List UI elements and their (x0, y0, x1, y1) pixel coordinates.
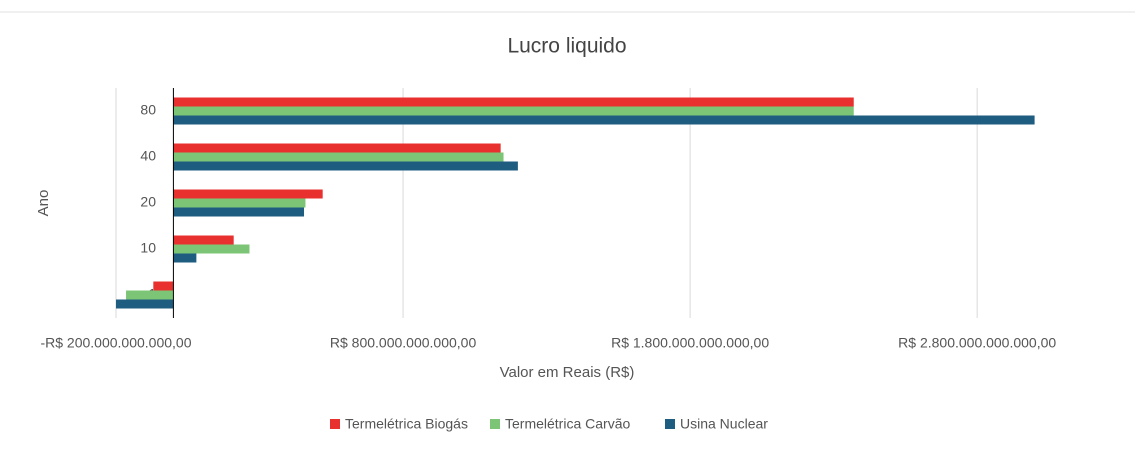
legend-swatch (330, 419, 340, 429)
y-tick-label: 80 (140, 102, 156, 118)
y-tick-label: 10 (140, 240, 156, 256)
bar (173, 97, 854, 107)
bar (173, 253, 197, 263)
x-axis-label: Valor em Reais (R$) (500, 364, 635, 381)
y-tick-label: 20 (140, 194, 156, 210)
bar (173, 244, 250, 254)
legend-label: Termelétrica Carvão (505, 416, 630, 432)
bar (173, 152, 504, 162)
bar (116, 299, 174, 309)
bar (173, 115, 1035, 125)
y-axis-label: Ano (35, 190, 52, 217)
bar (153, 281, 174, 291)
bar (173, 207, 305, 217)
x-tick-label: R$ 800.000.000.000,00 (330, 335, 477, 351)
bar (173, 189, 323, 199)
legend-swatch (490, 419, 500, 429)
x-tick-label: R$ 2.800.000.000.000,00 (898, 335, 1056, 351)
legend-label: Usina Nuclear (680, 416, 768, 432)
chart-title: Lucro liquido (507, 35, 626, 58)
bar (126, 290, 174, 300)
bar (173, 143, 501, 153)
x-tick-label: R$ 1.800.000.000.000,00 (611, 335, 769, 351)
bar (173, 235, 234, 245)
legend-label: Termelétrica Biogás (345, 416, 468, 432)
bar (173, 198, 306, 208)
legend-swatch (665, 419, 675, 429)
bar (173, 106, 854, 116)
y-tick-label: 40 (140, 148, 156, 164)
x-tick-label: -R$ 200.000.000.000,00 (40, 335, 191, 351)
bar (173, 161, 518, 171)
